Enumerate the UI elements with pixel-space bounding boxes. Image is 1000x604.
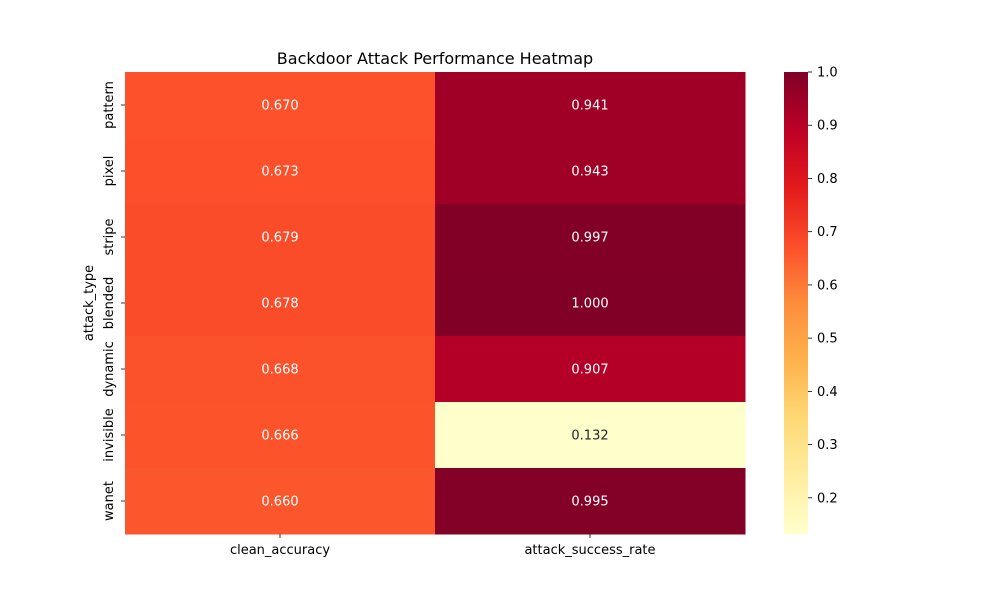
cell-value-label: 0.678 <box>261 297 298 312</box>
cell-value-label: 0.997 <box>571 231 608 246</box>
y-tick-label: pattern <box>102 81 117 129</box>
y-tick-label: blended <box>102 277 117 330</box>
cell-value-label: 0.941 <box>571 99 608 114</box>
cell-value-label: 0.670 <box>261 99 298 114</box>
chart-title: Backdoor Attack Performance Heatmap <box>277 49 593 68</box>
colorbar-tick-label: 0.5 <box>817 332 838 347</box>
cell-value-label: 1.000 <box>571 297 608 312</box>
y-axis-label: attack_type <box>82 265 97 341</box>
colorbar-tick-label: 1.0 <box>817 66 838 81</box>
colorbar-ticks: 0.2 0.3 0.4 0.5 0.6 0.7 0.8 0.9 1.0 <box>808 66 838 506</box>
y-tick-label: stripe <box>102 218 117 255</box>
heatmap-cell <box>125 138 436 205</box>
y-axis-ticks: pattern pixel stripe blended dynamic invisibl… <box>102 81 125 521</box>
colorbar-tick-label: 0.3 <box>817 438 838 453</box>
cell-value-label: 0.907 <box>571 363 608 378</box>
heatmap-cell <box>435 204 746 271</box>
y-tick-label: wanet <box>102 481 117 521</box>
colorbar-tick-label: 0.2 <box>817 491 838 506</box>
heatmap-cell <box>435 138 746 205</box>
cell-value-label: 0.943 <box>571 165 608 180</box>
heatmap-cell <box>435 402 746 469</box>
cell-value-label: 0.668 <box>261 363 298 378</box>
y-tick-label: pixel <box>102 156 117 187</box>
heatmap-cell <box>125 468 436 535</box>
heatmap-cell <box>435 270 746 337</box>
heatmap-cell <box>435 72 746 139</box>
cell-value-label: 0.679 <box>261 231 298 246</box>
heatmap-cell <box>125 336 436 403</box>
y-tick-label: invisible <box>102 408 117 461</box>
heatmap-cell-labels: 0.670 0.941 0.673 0.943 0.679 0.997 0.678 1.000… <box>261 99 608 510</box>
heatmap-cell <box>435 336 746 403</box>
x-axis-ticks: clean_accuracy attack_success_rate <box>230 534 656 558</box>
colorbar <box>784 72 808 534</box>
heatmap-cell <box>125 270 436 337</box>
colorbar-tick-label: 0.8 <box>817 172 838 187</box>
x-tick-label: clean_accuracy <box>230 543 330 558</box>
cell-value-label: 0.660 <box>261 495 298 510</box>
heatmap-cell <box>125 204 436 271</box>
cell-value-label: 0.666 <box>261 429 298 444</box>
colorbar-tick-label: 0.9 <box>817 119 838 134</box>
cell-value-label: 0.132 <box>571 429 608 444</box>
cell-value-label: 0.995 <box>571 495 608 510</box>
heatmap-cell <box>125 402 436 469</box>
colorbar-tick-label: 0.4 <box>817 385 838 400</box>
heatmap-cell <box>125 72 436 139</box>
y-tick-label: dynamic <box>102 341 117 397</box>
colorbar-tick-label: 0.7 <box>817 225 838 240</box>
x-tick-label: attack_success_rate <box>524 543 655 558</box>
colorbar-tick-label: 0.6 <box>817 278 838 293</box>
heatmap-cell <box>435 468 746 535</box>
cell-value-label: 0.673 <box>261 165 298 180</box>
heatmap-cells <box>125 72 746 535</box>
